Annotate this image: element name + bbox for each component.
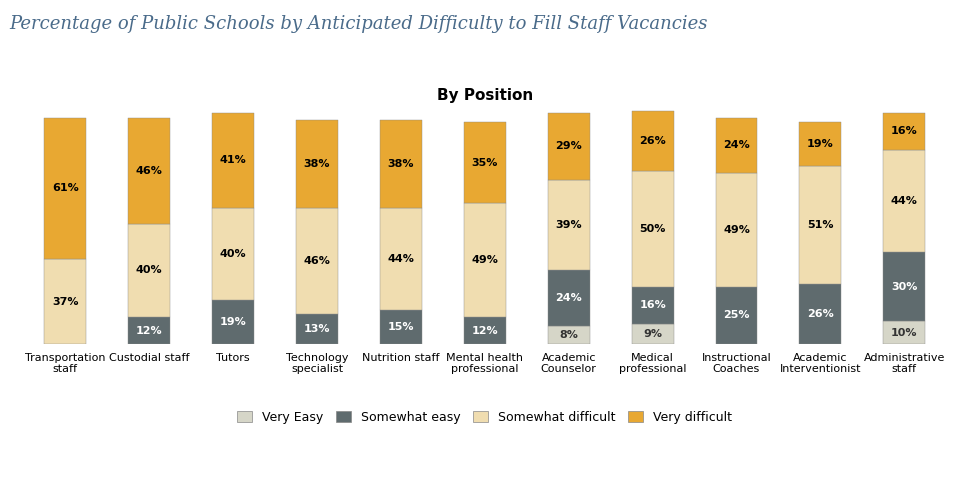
Bar <box>212 301 254 344</box>
Text: 37%: 37% <box>52 297 79 307</box>
Bar <box>800 284 841 344</box>
Text: 40%: 40% <box>220 249 247 259</box>
Bar <box>212 113 254 208</box>
Bar <box>883 150 925 252</box>
Text: 16%: 16% <box>639 300 666 310</box>
Text: 49%: 49% <box>723 225 750 235</box>
Bar <box>548 113 589 180</box>
Text: 50%: 50% <box>639 224 666 234</box>
Bar <box>632 324 674 344</box>
Bar <box>632 111 674 171</box>
Bar <box>800 122 841 166</box>
Text: 26%: 26% <box>639 136 666 146</box>
Text: 9%: 9% <box>643 329 662 339</box>
Text: 39%: 39% <box>556 220 582 230</box>
Bar <box>800 166 841 284</box>
Text: 19%: 19% <box>220 317 247 327</box>
Text: 24%: 24% <box>723 140 750 150</box>
Text: 16%: 16% <box>891 126 918 136</box>
Text: Percentage of Public Schools by Anticipated Difficulty to Fill Staff Vacancies: Percentage of Public Schools by Anticipa… <box>10 15 708 33</box>
Text: 15%: 15% <box>388 322 414 332</box>
Text: 29%: 29% <box>555 141 582 152</box>
Bar <box>129 118 170 224</box>
Text: 61%: 61% <box>52 183 79 193</box>
Text: 49%: 49% <box>471 255 498 265</box>
Text: 46%: 46% <box>135 166 162 176</box>
Bar <box>380 208 421 309</box>
Text: 35%: 35% <box>471 157 498 168</box>
Text: 26%: 26% <box>807 309 833 319</box>
Bar <box>464 317 506 344</box>
Bar <box>548 270 589 326</box>
Text: 12%: 12% <box>471 326 498 336</box>
Bar <box>632 286 674 324</box>
Legend: Very Easy, Somewhat easy, Somewhat difficult, Very difficult: Very Easy, Somewhat easy, Somewhat diffi… <box>233 407 736 428</box>
Bar <box>44 259 86 344</box>
Text: 30%: 30% <box>891 281 918 292</box>
Bar <box>296 120 338 208</box>
Bar <box>296 314 338 344</box>
Bar <box>464 122 506 203</box>
Bar <box>129 224 170 317</box>
Bar <box>548 326 589 344</box>
Text: 51%: 51% <box>807 220 833 230</box>
Text: 41%: 41% <box>220 155 247 165</box>
Text: 44%: 44% <box>388 254 415 264</box>
Bar <box>715 118 757 173</box>
Bar <box>464 203 506 317</box>
Text: 13%: 13% <box>303 324 330 335</box>
Text: 25%: 25% <box>723 310 750 320</box>
Bar <box>380 309 421 344</box>
Bar <box>296 208 338 314</box>
Text: 10%: 10% <box>891 328 918 338</box>
Bar <box>883 113 925 150</box>
Bar <box>380 120 421 208</box>
Text: 38%: 38% <box>303 159 330 169</box>
Bar <box>883 252 925 321</box>
Text: 19%: 19% <box>807 139 833 149</box>
Text: 38%: 38% <box>388 159 414 169</box>
Bar <box>632 171 674 286</box>
Text: 40%: 40% <box>136 265 162 276</box>
Bar <box>129 317 170 344</box>
Bar <box>548 180 589 270</box>
Bar <box>715 286 757 344</box>
Text: 24%: 24% <box>555 293 582 303</box>
Bar <box>212 208 254 301</box>
Title: By Position: By Position <box>437 88 533 103</box>
Bar <box>715 173 757 286</box>
Text: 44%: 44% <box>891 196 918 206</box>
Bar <box>883 321 925 344</box>
Bar <box>44 118 86 259</box>
Text: 8%: 8% <box>560 330 578 340</box>
Text: 12%: 12% <box>136 326 162 336</box>
Text: 46%: 46% <box>303 256 330 266</box>
